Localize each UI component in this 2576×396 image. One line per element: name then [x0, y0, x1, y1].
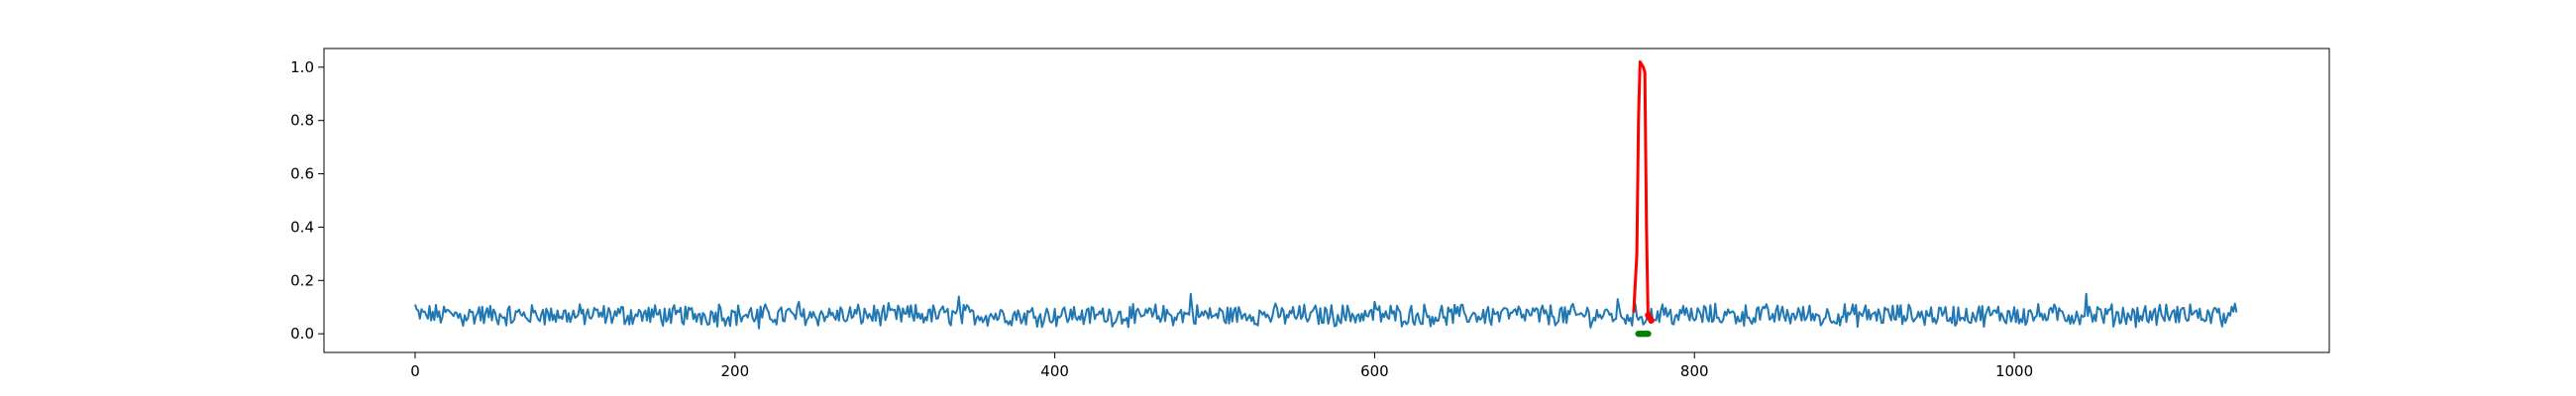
y-axis: 0.0 0.2 0.4 0.6 0.8 1.0: [290, 58, 324, 343]
plot-area: [414, 59, 2238, 338]
x-tick-label: 1000: [1995, 362, 2033, 380]
series-point-green: [1645, 330, 1652, 338]
y-tick-label: 0.2: [290, 271, 314, 289]
y-tick-label: 0.6: [290, 165, 314, 183]
y-tick-label: 0.8: [290, 112, 314, 130]
axes-frame: [323, 48, 2330, 353]
series-point-red: [1648, 317, 1655, 324]
x-tick-label: 200: [720, 362, 749, 380]
y-tick-label: 0.4: [290, 218, 314, 236]
series-line-blue: [414, 292, 2238, 330]
y-tick-label: 1.0: [290, 58, 314, 76]
x-tick-label: 600: [1360, 362, 1389, 380]
x-tick-label: 400: [1040, 362, 1069, 380]
x-axis: 0 200 400 600 800 1000: [410, 352, 2033, 380]
x-tick-label: 800: [1680, 362, 1709, 380]
y-tick-label: 0.0: [290, 325, 314, 343]
x-tick-label: 0: [410, 362, 420, 380]
